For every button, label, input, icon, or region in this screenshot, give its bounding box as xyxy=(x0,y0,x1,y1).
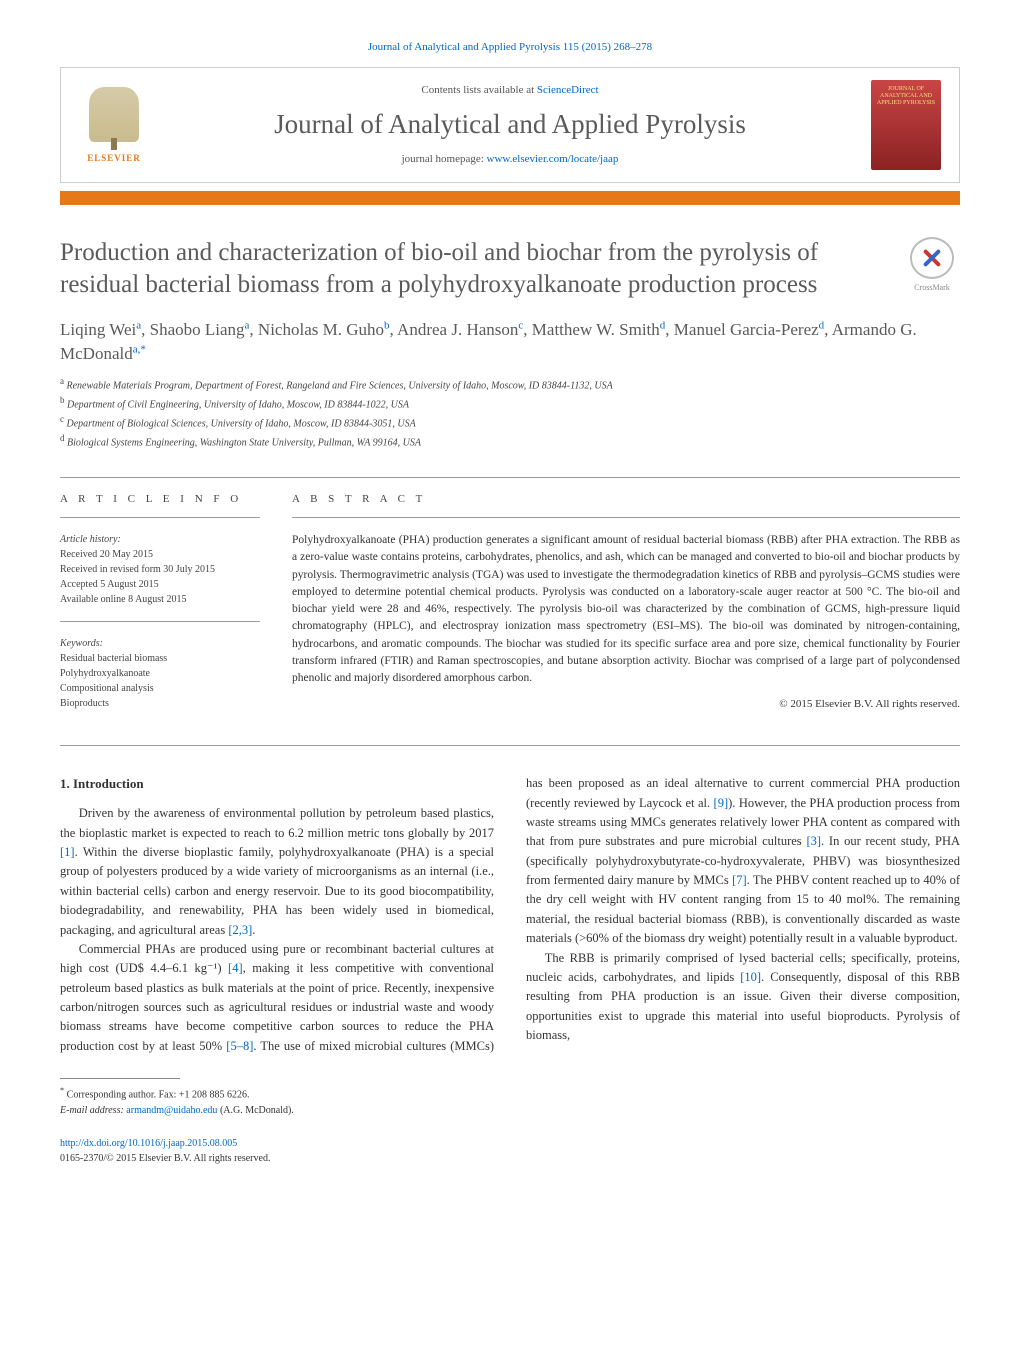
body-paragraph: The RBB is primarily comprised of lysed … xyxy=(526,949,960,1046)
elsevier-logo: ELSEVIER xyxy=(79,83,149,168)
footnote-divider xyxy=(60,1078,180,1079)
header-citation: Journal of Analytical and Applied Pyroly… xyxy=(60,40,960,55)
section-heading-intro: 1. Introduction xyxy=(60,774,494,794)
citation-link[interactable]: [9] xyxy=(714,796,729,810)
abstract-text: Polyhydroxyalkanoate (PHA) production ge… xyxy=(292,532,960,687)
corresponding-star: * xyxy=(60,1086,64,1095)
history-line: Accepted 5 August 2015 xyxy=(60,577,260,592)
body-paragraph: Driven by the awareness of environmental… xyxy=(60,804,494,940)
journal-cover-thumbnail: JOURNAL OF ANALYTICAL AND APPLIED PYROLY… xyxy=(871,80,941,170)
divider xyxy=(60,621,260,622)
keywords-label: Keywords: xyxy=(60,636,260,651)
journal-cover-text: JOURNAL OF ANALYTICAL AND APPLIED PYROLY… xyxy=(875,86,937,106)
citation-link[interactable]: [3] xyxy=(806,834,821,848)
abstract-heading: A B S T R A C T xyxy=(292,492,960,507)
article-history-block: Article history: Received 20 May 2015Rec… xyxy=(60,532,260,607)
citation-link[interactable]: [7] xyxy=(732,873,747,887)
contents-prefix: Contents lists available at xyxy=(421,84,536,96)
email-suffix: (A.G. McDonald). xyxy=(217,1105,293,1116)
keyword-line: Compositional analysis xyxy=(60,681,260,696)
issn-copyright: 0165-2370/© 2015 Elsevier B.V. All right… xyxy=(60,1153,270,1164)
divider xyxy=(60,477,960,478)
sciencedirect-link[interactable]: ScienceDirect xyxy=(537,84,599,96)
article-title: Production and characterization of bio-o… xyxy=(60,237,888,300)
keyword-line: Residual bacterial biomass xyxy=(60,651,260,666)
history-line: Received in revised form 30 July 2015 xyxy=(60,562,260,577)
crossmark-label: CrossMark xyxy=(914,282,950,293)
journal-homepage-line: journal homepage: www.elsevier.com/locat… xyxy=(169,152,851,167)
homepage-prefix: journal homepage: xyxy=(402,153,487,165)
elsevier-label: ELSEVIER xyxy=(87,152,141,165)
abstract-column: A B S T R A C T Polyhydroxyalkanoate (PH… xyxy=(292,492,960,725)
citation-link[interactable]: [5–8] xyxy=(226,1039,253,1053)
history-line: Available online 8 August 2015 xyxy=(60,592,260,607)
abstract-copyright: © 2015 Elsevier B.V. All rights reserved… xyxy=(292,697,960,712)
affiliation-line: b Department of Civil Engineering, Unive… xyxy=(60,394,960,413)
divider xyxy=(60,745,960,746)
corresponding-author: * Corresponding author. Fax: +1 208 885 … xyxy=(60,1085,960,1117)
affiliations: a Renewable Materials Program, Departmen… xyxy=(60,375,960,450)
article-info-heading: A R T I C L E I N F O xyxy=(60,492,260,507)
divider xyxy=(60,517,260,518)
body-text: 1. Introduction Driven by the awareness … xyxy=(60,774,960,1056)
history-line: Received 20 May 2015 xyxy=(60,547,260,562)
citation-link[interactable]: [2,3] xyxy=(228,923,252,937)
citation-link[interactable]: [4] xyxy=(228,961,243,975)
author-list: Liqing Weia, Shaobo Lianga, Nicholas M. … xyxy=(60,318,960,366)
footer-block: http://dx.doi.org/10.1016/j.jaap.2015.08… xyxy=(60,1136,960,1166)
corresponding-line: Corresponding author. Fax: +1 208 885 62… xyxy=(67,1090,250,1101)
contents-available-line: Contents lists available at ScienceDirec… xyxy=(169,83,851,98)
affiliation-line: d Biological Systems Engineering, Washin… xyxy=(60,432,960,451)
email-label: E-mail address: xyxy=(60,1105,126,1116)
history-label: Article history: xyxy=(60,532,260,547)
citation-link[interactable]: [10] xyxy=(740,970,761,984)
affiliation-line: a Renewable Materials Program, Departmen… xyxy=(60,375,960,394)
journal-name: Journal of Analytical and Applied Pyroly… xyxy=(169,106,851,144)
journal-homepage-link[interactable]: www.elsevier.com/locate/jaap xyxy=(487,153,619,165)
masthead: ELSEVIER Contents lists available at Sci… xyxy=(60,67,960,183)
article-info-column: A R T I C L E I N F O Article history: R… xyxy=(60,492,260,725)
divider xyxy=(292,517,960,518)
keyword-line: Bioproducts xyxy=(60,696,260,711)
crossmark-badge[interactable]: CrossMark xyxy=(904,237,960,293)
keyword-line: Polyhydroxyalkanoate xyxy=(60,666,260,681)
doi-link[interactable]: http://dx.doi.org/10.1016/j.jaap.2015.08… xyxy=(60,1138,237,1149)
crossmark-icon xyxy=(910,237,954,279)
elsevier-tree-icon xyxy=(89,87,139,142)
affiliation-line: c Department of Biological Sciences, Uni… xyxy=(60,413,960,432)
corresponding-email-link[interactable]: armandm@uidaho.edu xyxy=(126,1105,217,1116)
keywords-block: Keywords: Residual bacterial biomassPoly… xyxy=(60,636,260,711)
accent-bar xyxy=(60,191,960,205)
citation-link[interactable]: [1] xyxy=(60,845,75,859)
